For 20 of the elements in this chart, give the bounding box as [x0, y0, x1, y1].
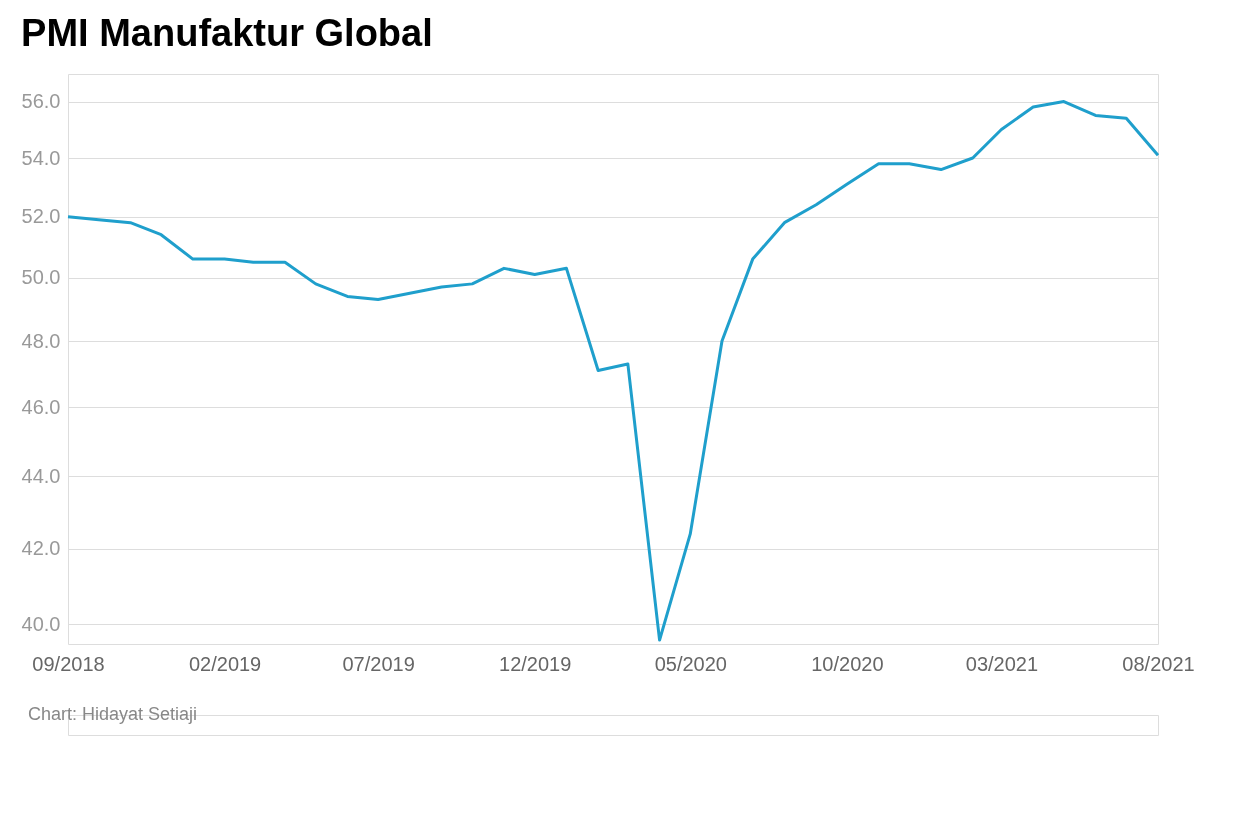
- x-tick-label: 10/2020: [811, 652, 884, 675]
- y-tick-label: 42.0: [21, 537, 61, 560]
- y-tick-label: 50.0: [21, 266, 61, 289]
- x-tick-label: 07/2019: [342, 652, 415, 675]
- y-tick-label: 44.0: [21, 464, 61, 487]
- chart-title: PMI Manufaktur Global: [21, 12, 433, 54]
- x-tick-label: 12/2019: [499, 652, 572, 675]
- x-tick-label: 09/2018: [32, 652, 105, 675]
- y-tick-label: 54.0: [21, 146, 61, 169]
- x-tick-label: 02/2019: [188, 652, 262, 675]
- y-tick-label: 52.0: [21, 205, 61, 228]
- x-tick-label: 08/2021: [1122, 652, 1195, 675]
- text: Chart: Hidayat Setiaji: [28, 704, 198, 724]
- y-tick-label: 46.0: [21, 395, 61, 418]
- y-tick-label: 48.0: [21, 329, 61, 352]
- y-tick-label: 40.0: [21, 612, 61, 635]
- line-series: [66, 100, 1160, 642]
- x-tick-label: 05/2020: [654, 652, 727, 675]
- y-tick-label: 56.0: [21, 90, 61, 113]
- x-tick-label: 03/2021: [965, 652, 1039, 675]
